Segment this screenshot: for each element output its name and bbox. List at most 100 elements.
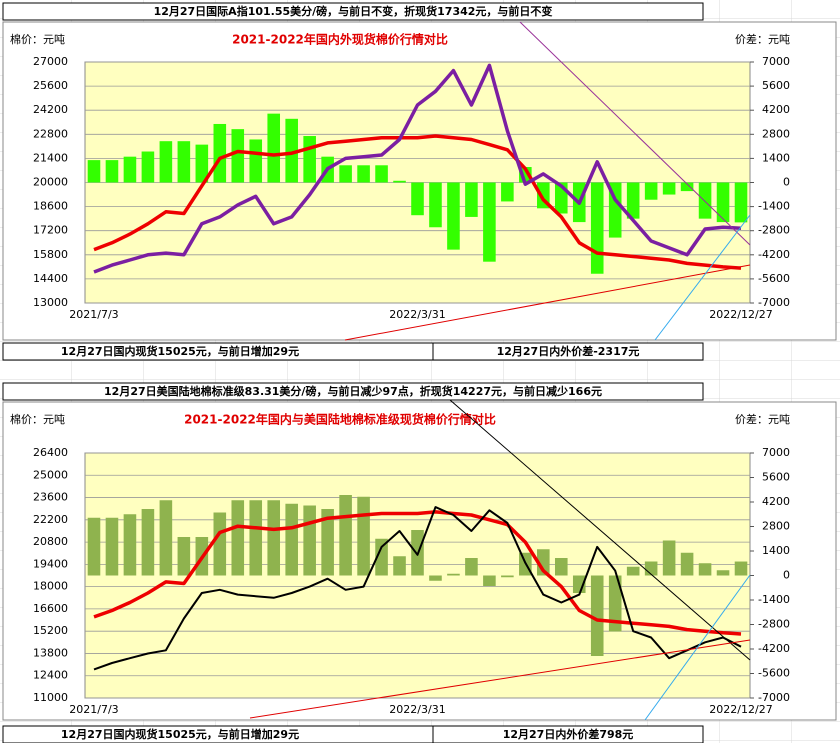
x-tick-label: 2021/7/3 [69, 703, 118, 716]
y2-tick-label: -5600 [758, 667, 790, 680]
headline-box [2, 2, 704, 21]
headline: 12月27日美国陆地棉标准级83.31美分/磅，与前日减少97点，折现货1422… [104, 384, 602, 398]
headline-box [2, 382, 704, 401]
headline: 12月27日国际A指101.55美分/磅，与前日不变，折现货17342元，与前日… [154, 4, 553, 18]
spread-bar [680, 182, 694, 192]
chart-title: 2021-2022年国内外现货棉价行情对比 [232, 32, 448, 47]
spread-bar [716, 182, 730, 223]
y2-tick-label: 5600 [762, 471, 790, 484]
y-tick-label: 18600 [33, 200, 68, 213]
y2-tick-label: 0 [783, 176, 790, 189]
spread-bar [339, 165, 352, 183]
spread-bar [465, 182, 478, 217]
y-tick-label: 17200 [33, 224, 68, 237]
y-tick-label: 22200 [33, 513, 68, 526]
spread-bar [141, 151, 155, 183]
y2-tick-label: 1400 [762, 151, 790, 164]
spread-bar [123, 514, 137, 576]
y2-tick-label: -5600 [758, 272, 790, 285]
spread-bar [267, 500, 281, 576]
spread-bar [662, 540, 676, 576]
y2-axis-label: 价差：元吨 [735, 412, 790, 426]
spread-bar [213, 512, 227, 576]
spread-bar [429, 575, 442, 581]
spread-bar [303, 505, 316, 576]
y-tick-label: 20000 [33, 176, 68, 189]
spread-bar [87, 160, 101, 183]
spread-bar [375, 165, 388, 183]
spread-bar [105, 517, 119, 576]
y-tick-label: 13000 [33, 296, 68, 309]
y2-tick-label: 2800 [762, 127, 790, 140]
y-tick-label: 20800 [33, 535, 68, 548]
trend-line [249, 639, 751, 719]
y-tick-label: 27000 [33, 55, 68, 68]
spread-bar [159, 141, 173, 183]
spread-bar [644, 182, 658, 200]
spread-bar [357, 165, 370, 183]
spread-bar [141, 509, 155, 576]
y2-tick-label: -4200 [758, 642, 790, 655]
y2-tick-label: 2800 [762, 520, 790, 533]
footnote-box [432, 725, 704, 743]
spread-bar [644, 561, 658, 576]
spread-bar [339, 495, 352, 576]
spread-bar [87, 517, 101, 576]
footnote-right: 12月27日内外价差-2317元 [497, 344, 640, 358]
x-tick-label: 2022/3/31 [389, 703, 445, 716]
spread-bar [267, 113, 281, 183]
y-tick-label: 21400 [33, 151, 68, 164]
spread-bar [734, 182, 748, 223]
y-tick-label: 14400 [33, 272, 68, 285]
spread-bar [105, 160, 119, 183]
spread-bar [680, 552, 694, 576]
spread-bar [321, 509, 334, 576]
y-tick-label: 25600 [33, 79, 68, 92]
spread-bar [393, 556, 406, 576]
spread-bar [590, 575, 604, 656]
y-axis-label: 棉价：元吨 [10, 32, 65, 46]
spread-bar [734, 561, 748, 576]
y2-tick-label: 1400 [762, 544, 790, 557]
x-tick-label: 2022/12/27 [709, 308, 772, 321]
spread-bar [285, 118, 298, 183]
y-tick-label: 25000 [33, 468, 68, 481]
spread-bar [590, 182, 604, 274]
spread-bar [716, 570, 730, 576]
footnote-left: 12月27日国内现货15025元，与前日增加29元 [61, 344, 299, 358]
y-tick-label: 15200 [33, 624, 68, 637]
spread-bar [123, 156, 137, 183]
y2-tick-label: -2800 [758, 224, 790, 237]
y-tick-label: 15800 [33, 248, 68, 261]
spread-bar [554, 558, 568, 576]
x-tick-label: 2022/12/27 [709, 703, 772, 716]
spread-bar [447, 182, 460, 250]
spread-bar [483, 575, 496, 586]
spread-bar [177, 537, 191, 576]
spread-bar [501, 575, 514, 578]
trend-line [344, 264, 751, 341]
spread-bar [375, 538, 388, 576]
trend-line [654, 214, 751, 341]
y2-tick-label: 4200 [762, 495, 790, 508]
x-tick-label: 2021/7/3 [69, 308, 118, 321]
x-tick-label: 2022/3/31 [389, 308, 445, 321]
y-tick-label: 16600 [33, 602, 68, 615]
spread-bar [698, 182, 712, 219]
y-tick-label: 22800 [33, 127, 68, 140]
y2-tick-label: 0 [783, 569, 790, 582]
spread-bar [195, 144, 209, 183]
price-line [93, 506, 742, 671]
y2-tick-label: -7000 [758, 691, 790, 704]
spread-bar [303, 136, 316, 183]
y-tick-label: 19400 [33, 557, 68, 570]
footnote-box [432, 342, 704, 361]
y2-tick-label: -4200 [758, 248, 790, 261]
spread-bar [626, 566, 640, 576]
spread-bar [357, 496, 370, 576]
y2-tick-label: 4200 [762, 103, 790, 116]
spread-bar [249, 139, 263, 183]
y-tick-label: 24200 [33, 103, 68, 116]
spread-bar [231, 500, 245, 576]
